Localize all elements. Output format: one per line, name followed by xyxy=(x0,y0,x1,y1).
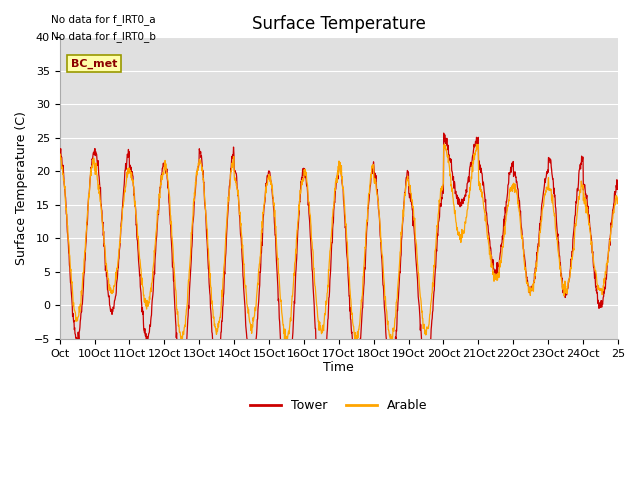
Text: No data for f_IRT0_a: No data for f_IRT0_a xyxy=(51,14,156,25)
Title: Surface Temperature: Surface Temperature xyxy=(252,15,426,33)
Text: BC_met: BC_met xyxy=(71,59,117,69)
Legend: Tower, Arable: Tower, Arable xyxy=(244,394,433,417)
X-axis label: Time: Time xyxy=(323,361,354,374)
Text: No data for f_IRT0_b: No data for f_IRT0_b xyxy=(51,31,156,42)
Y-axis label: Surface Temperature (C): Surface Temperature (C) xyxy=(15,111,28,265)
